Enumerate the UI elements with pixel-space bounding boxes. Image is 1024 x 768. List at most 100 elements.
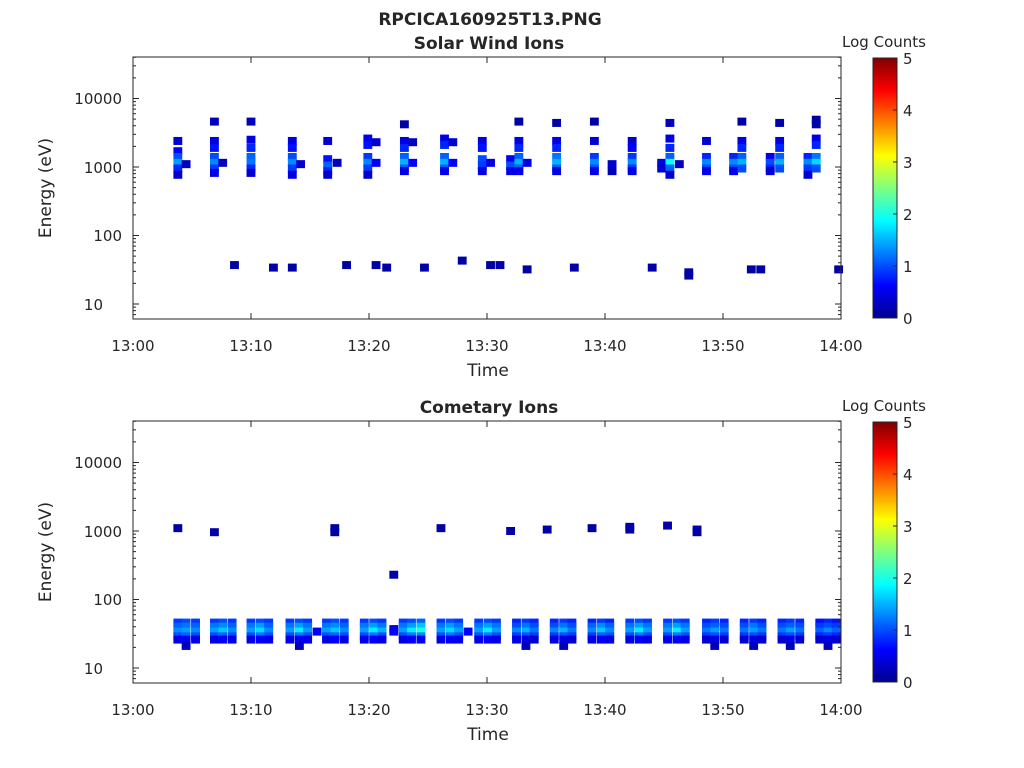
heatmap-cell — [627, 167, 637, 176]
heatmap-cell — [729, 152, 739, 161]
heatmap-cell — [210, 152, 219, 161]
heatmap-cell — [173, 152, 183, 161]
heatmap-cell — [811, 152, 821, 161]
heatmap-cell — [549, 635, 559, 644]
heatmap-cell — [173, 136, 183, 145]
heatmap-cell — [191, 618, 200, 627]
heatmap-cell — [303, 635, 313, 644]
heatmap-cell — [702, 152, 711, 161]
heatmap-cell — [775, 152, 785, 161]
heatmap-cell — [757, 618, 767, 627]
heatmap-cell — [737, 136, 747, 145]
heatmap-cell — [811, 164, 821, 173]
heatmap-cell — [445, 618, 455, 627]
heatmap-cell — [529, 627, 539, 636]
heatmap-cell — [627, 136, 637, 145]
heatmap-cell — [285, 618, 295, 627]
heatmap-cells — [173, 115, 844, 280]
heatmap-cell — [777, 627, 787, 636]
heatmap-cell — [227, 618, 237, 627]
colorbar-tick-label: 2 — [903, 570, 913, 588]
heatmap-cell — [399, 136, 409, 145]
heatmap-cell — [756, 265, 766, 274]
heatmap-cell — [399, 152, 409, 161]
y-tick-label: 10000 — [74, 90, 122, 108]
heatmap-cell — [339, 635, 349, 644]
heatmap-cell — [746, 265, 756, 274]
heatmap-cell — [436, 635, 446, 644]
colorbar-tick-label: 5 — [903, 414, 913, 432]
heatmap-cell — [522, 158, 532, 167]
heatmap-cell — [398, 627, 408, 636]
y-tick-label: 1000 — [84, 159, 122, 177]
heatmap-cell — [477, 143, 487, 152]
heatmap-cell — [474, 635, 484, 644]
heatmap-cell — [785, 618, 795, 627]
heatmap-cell — [322, 635, 331, 644]
heatmap-cell — [587, 622, 597, 631]
heatmap-cell — [559, 627, 569, 636]
heatmap-cell — [454, 618, 464, 627]
heatmap-cell — [287, 158, 297, 167]
colorbar-label: Log Counts — [842, 397, 926, 415]
heatmap-cell — [363, 164, 373, 173]
heatmap-cell — [477, 161, 487, 170]
colorbar-label: Log Counts — [842, 33, 926, 51]
heatmap-cell — [777, 622, 787, 631]
heatmap-cell — [737, 117, 747, 126]
heatmap-cell — [739, 618, 749, 627]
heatmap-cell — [803, 164, 813, 173]
heatmap-cell — [749, 622, 759, 631]
heatmap-cell — [330, 528, 340, 537]
heatmap-cell — [173, 622, 183, 631]
heatmap-cell — [506, 155, 516, 164]
heatmap-cell — [492, 622, 501, 631]
heatmap-cell — [775, 158, 785, 167]
x-tick-label: 13:40 — [583, 701, 626, 719]
heatmap-cell — [294, 627, 304, 636]
heatmap-cell — [303, 622, 313, 631]
heatmap-cell — [702, 627, 711, 636]
heatmap-cell — [445, 635, 455, 644]
heatmap-cell — [369, 622, 379, 631]
heatmap-cell — [294, 641, 304, 650]
heatmap-cell — [322, 622, 331, 631]
panel-title: Solar Wind Ions — [414, 34, 565, 54]
heatmap-cell — [765, 167, 775, 176]
heatmap-cell — [729, 167, 739, 176]
colorbar-tick-label: 1 — [903, 258, 913, 276]
heatmap-cell — [663, 627, 672, 636]
heatmap-cell — [569, 263, 579, 272]
heatmap-cell — [811, 120, 821, 129]
y-tick-labels: 10 100 1000 10000 — [74, 90, 122, 314]
heatmap-cell — [173, 635, 183, 644]
heatmap-cell — [597, 622, 606, 631]
heatmap-cell — [815, 618, 825, 627]
heatmap-cell — [521, 641, 531, 650]
heatmap-cell — [191, 622, 200, 631]
heatmap-cell — [823, 618, 833, 627]
heatmap-cell — [377, 622, 387, 631]
heatmap-cell — [625, 635, 635, 644]
heatmap-cell — [363, 134, 373, 143]
heatmap-cell — [739, 635, 749, 644]
heatmap-cell — [777, 618, 787, 627]
heatmap-cell — [552, 118, 562, 127]
heatmap-cell — [607, 160, 617, 169]
heatmap-cell — [605, 622, 615, 631]
heatmap-cell — [339, 622, 349, 631]
heatmap-cell — [634, 635, 644, 644]
heatmap-cell — [605, 635, 615, 644]
heatmap-cell — [811, 158, 821, 167]
colorbar-ticks — [893, 57, 897, 319]
heatmap-cell — [749, 627, 759, 636]
heatmap-cell — [739, 622, 749, 631]
heatmap-cell — [795, 635, 805, 644]
heatmap-cell — [702, 136, 711, 145]
heatmap-cell — [330, 635, 340, 644]
heatmap-cell — [710, 622, 720, 631]
heatmap-cell — [692, 528, 702, 537]
heatmap-cell — [737, 152, 747, 161]
heatmap-cell — [359, 627, 369, 636]
heatmap-cell — [210, 168, 219, 177]
